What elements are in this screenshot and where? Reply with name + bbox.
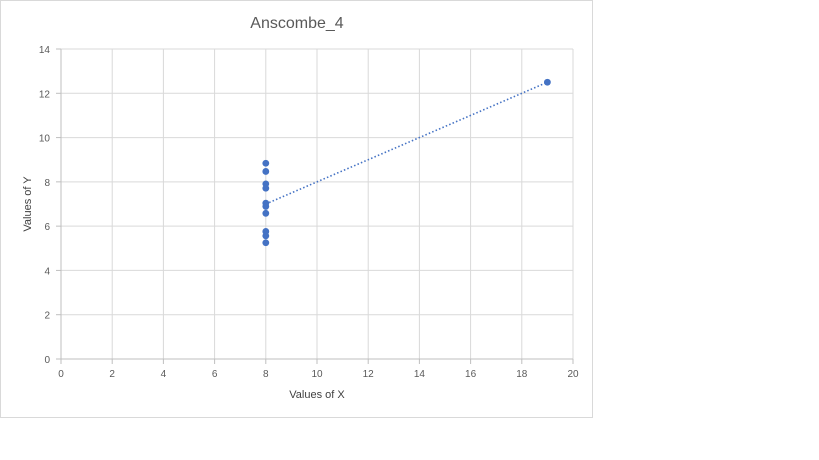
- y-tick-label: 8: [44, 178, 50, 189]
- data-point: [262, 232, 270, 240]
- y-tick-label: 14: [39, 45, 51, 56]
- x-tick-label: 2: [109, 369, 115, 380]
- data-point: [262, 209, 270, 217]
- chart-title: Anscombe_4: [250, 15, 343, 32]
- y-tick-label: 4: [44, 266, 50, 277]
- data-point: [262, 203, 270, 210]
- y-axis-label: Values of Y: [22, 176, 34, 232]
- x-tick-label: 20: [567, 369, 579, 380]
- tick-labels: 0 2 4 6 8 10 12 14 16 18 20 0 2 4 6 8 10 12 14: [39, 45, 579, 380]
- gridlines: [61, 48, 574, 359]
- y-tick-label: 0: [44, 355, 50, 366]
- x-tick-label: 0: [58, 369, 64, 380]
- x-tick-label: 18: [516, 369, 528, 380]
- data-point: [262, 159, 270, 167]
- data-point: [262, 239, 270, 247]
- points-layer: [262, 78, 551, 247]
- linear-trendline: [265, 81, 548, 205]
- data-point: [262, 180, 270, 188]
- x-tick-label: 14: [414, 369, 426, 380]
- x-tick-label: 16: [465, 369, 477, 380]
- x-tick-label: 10: [311, 369, 323, 380]
- x-tick-label: 6: [212, 369, 218, 380]
- data-point: [262, 168, 270, 175]
- chart-area: [0, 0, 593, 418]
- y-tick-label: 10: [39, 134, 51, 145]
- y-tick-label: 6: [44, 222, 50, 233]
- y-tick-label: 12: [39, 89, 51, 100]
- axes: [56, 48, 574, 364]
- data-point: [544, 78, 551, 86]
- x-tick-label: 12: [363, 369, 375, 380]
- y-tick-label: 2: [44, 311, 50, 322]
- trendline-layer: [265, 81, 548, 205]
- x-axis-label: Values of X: [289, 389, 345, 401]
- x-tick-label: 8: [263, 369, 269, 380]
- x-tick-label: 4: [161, 369, 167, 380]
